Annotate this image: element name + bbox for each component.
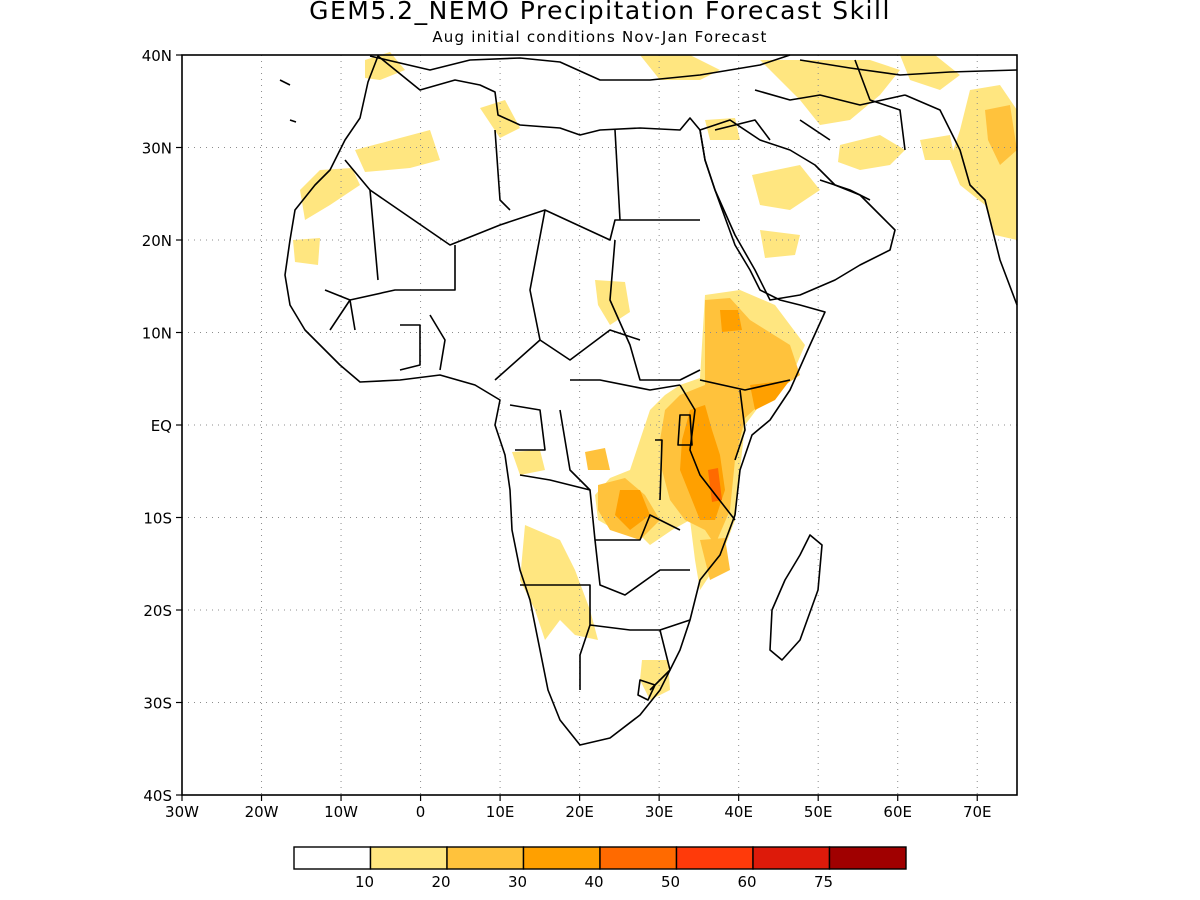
lat-label: 40N [142, 47, 172, 65]
colorbar-swatch [446, 846, 525, 870]
lon-label: 40E [724, 803, 753, 821]
lon-label: 30W [165, 803, 199, 821]
colorbar: 10 20 30 40 50 60 75 [293, 846, 907, 891]
lon-label: 20W [245, 803, 279, 821]
colorbar-label: 60 [737, 873, 756, 891]
colorbar-swatch [752, 846, 831, 870]
latitude-labels: 40N 30N 20N 10N EQ 10S 20S 30S 40S [142, 47, 172, 805]
colorbar-swatch [675, 846, 754, 870]
lon-label: 70E [963, 803, 992, 821]
colorbar-swatch [828, 846, 907, 870]
lon-label: 10W [324, 803, 358, 821]
colorbar-label: 10 [355, 873, 374, 891]
lat-label: 40S [143, 787, 172, 805]
colorbar-swatch [599, 846, 678, 870]
map-subtitle: Aug initial conditions Nov-Jan Forecast [432, 28, 768, 46]
lat-label: 30S [143, 695, 172, 713]
lon-label: 20E [565, 803, 594, 821]
lon-label: 10E [486, 803, 515, 821]
lon-label: 0 [416, 803, 426, 821]
lat-label: 10N [142, 325, 172, 343]
lon-label: 50E [804, 803, 833, 821]
lon-label: 60E [883, 803, 912, 821]
colorbar-label: 75 [814, 873, 833, 891]
lat-label: 20N [142, 232, 172, 250]
colorbar-label: 40 [584, 873, 603, 891]
lat-label: 20S [143, 602, 172, 620]
map-frame [181, 54, 1018, 796]
colorbar-swatch [293, 846, 372, 870]
lat-label: 30N [142, 140, 172, 158]
colorbar-swatch [369, 846, 448, 870]
coastlines [279, 54, 1018, 746]
lat-label: 10S [143, 510, 172, 528]
colorbar-label: 20 [431, 873, 450, 891]
lat-label: EQ [151, 417, 172, 435]
graticule [182, 55, 1017, 795]
skill-shading [293, 52, 1017, 700]
axis-ticks [176, 54, 978, 801]
colorbar-label: 50 [661, 873, 680, 891]
colorbar-swatch [522, 846, 601, 870]
longitude-labels: 30W 20W 10W 0 10E 20E 30E 40E 50E 60E 70E [165, 803, 991, 821]
colorbar-label: 30 [508, 873, 527, 891]
map-title: GEM5.2_NEMO Precipitation Forecast Skill [309, 0, 891, 25]
lon-label: 30E [645, 803, 674, 821]
